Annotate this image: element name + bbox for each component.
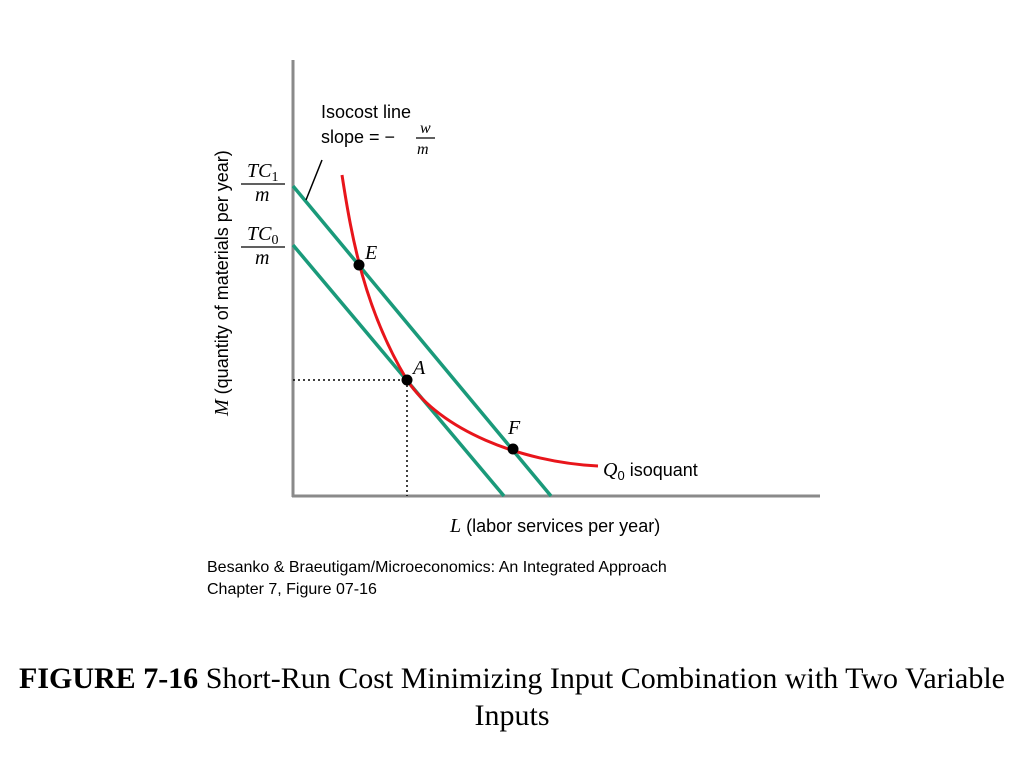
isocost-label-slope: slope = − (321, 127, 395, 147)
tick-tc1-denominator: m (255, 184, 269, 206)
figure-caption: FIGURE 7-16 Short-Run Cost Minimizing In… (0, 660, 1024, 734)
point-f-label: F (507, 417, 521, 439)
isocost-slope-denominator: m (417, 141, 429, 158)
point-a-marker (401, 374, 413, 386)
isocost-slope-numerator: w (420, 120, 431, 137)
tick-tc1-numerator: TC1 (247, 160, 278, 185)
isoquant-curve-q0 (340, 174, 599, 468)
point-f-marker (507, 443, 519, 455)
isoquant-label: Q0 isoquant (603, 459, 698, 483)
point-e-marker (353, 259, 365, 271)
isocost-line-tc0 (291, 243, 506, 498)
tick-tc0-denominator: m (255, 247, 269, 269)
isocost-label-line1: Isocost line (321, 102, 411, 122)
isocost-line-tc1 (291, 184, 553, 498)
x-axis-label: L (labor services per year) (449, 515, 660, 537)
source-credit-line1: Besanko & Braeutigam/Microeconomics: An … (207, 559, 667, 576)
point-e-label: E (364, 242, 377, 264)
tick-label-tc1-over-m: TC1 m (241, 160, 285, 206)
isocost-label-leader (305, 159, 323, 201)
figure-caption-text: Short-Run Cost Minimizing Input Combinat… (198, 662, 1005, 732)
tick-tc0-numerator: TC0 (247, 223, 278, 248)
source-credit: Besanko & Braeutigam/Microeconomics: An … (207, 557, 667, 601)
tick-label-tc0-over-m: TC0 m (241, 223, 285, 269)
figure-caption-number: FIGURE 7-16 (19, 662, 199, 695)
point-a-label: A (411, 357, 426, 379)
y-axis-label: M (quantity of materials per year) (211, 150, 233, 417)
source-credit-line2: Chapter 7, Figure 07-16 (207, 581, 377, 598)
